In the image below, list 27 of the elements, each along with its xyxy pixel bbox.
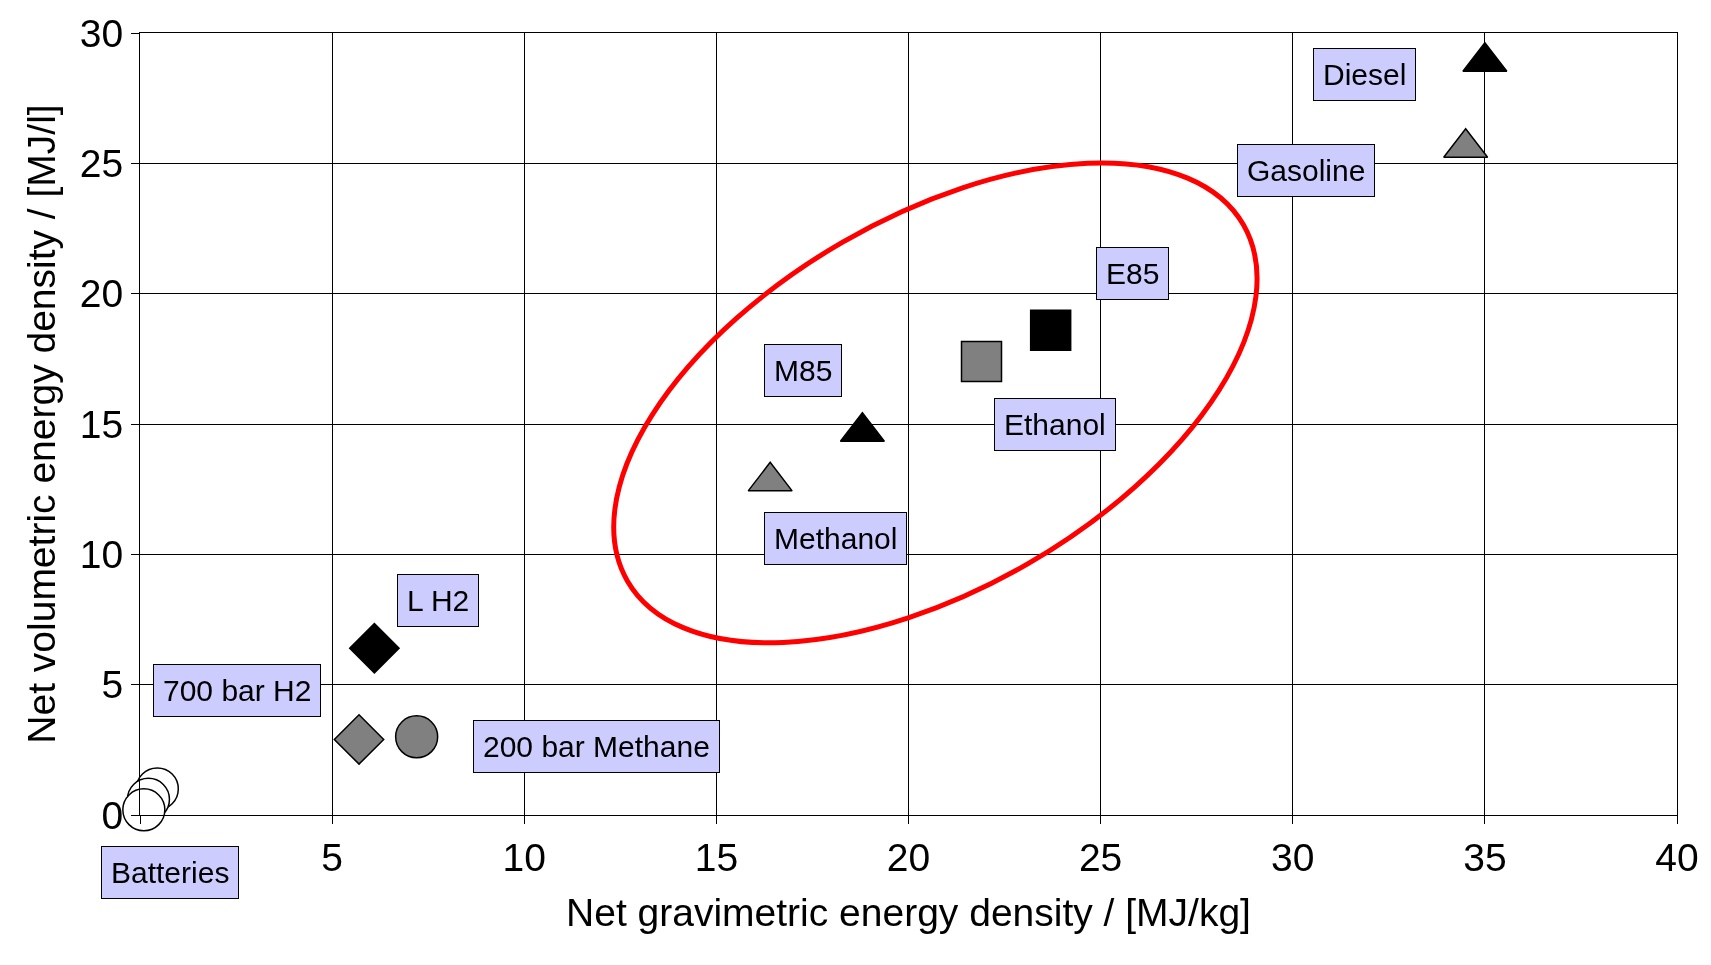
x-tick-label: 5	[321, 835, 343, 879]
x-tick-label: 15	[694, 835, 739, 879]
series-label: Diesel	[1323, 58, 1407, 91]
x-tick-label: 30	[1271, 835, 1315, 879]
x-tick-label: 10	[502, 835, 546, 879]
x-axis-title: Net gravimetric energy density / [MJ/kg]	[566, 890, 1251, 934]
series-label: L H2	[407, 584, 470, 617]
series-label: Batteries	[111, 856, 230, 889]
text: Gasoline	[1247, 154, 1366, 187]
y-tick-label: 30	[79, 11, 124, 55]
series-label: 200 bar Methane	[483, 730, 710, 763]
y-tick-label: 15	[79, 402, 124, 446]
series-label: E85	[1106, 257, 1160, 290]
x-tick-label: 20	[886, 835, 931, 879]
y-tick-label: 20	[79, 272, 124, 316]
y-tick-label: 10	[79, 532, 124, 576]
x-tick-label: 25	[1078, 835, 1123, 879]
series-label: Ethanol	[1004, 408, 1106, 441]
series-label: 700 bar H2	[163, 674, 312, 707]
y-axis-title: Net volumetric energy density / [MJ/l]	[19, 104, 63, 744]
x-tick-label: 40	[1655, 835, 1699, 879]
y-tick-label: 25	[79, 141, 124, 185]
y-tick-label: 0	[101, 793, 124, 837]
y-tick-label: 5	[101, 663, 124, 707]
series-label: Methanol	[774, 522, 898, 555]
x-tick-label: 35	[1463, 835, 1507, 879]
series-label: M85	[774, 354, 833, 387]
